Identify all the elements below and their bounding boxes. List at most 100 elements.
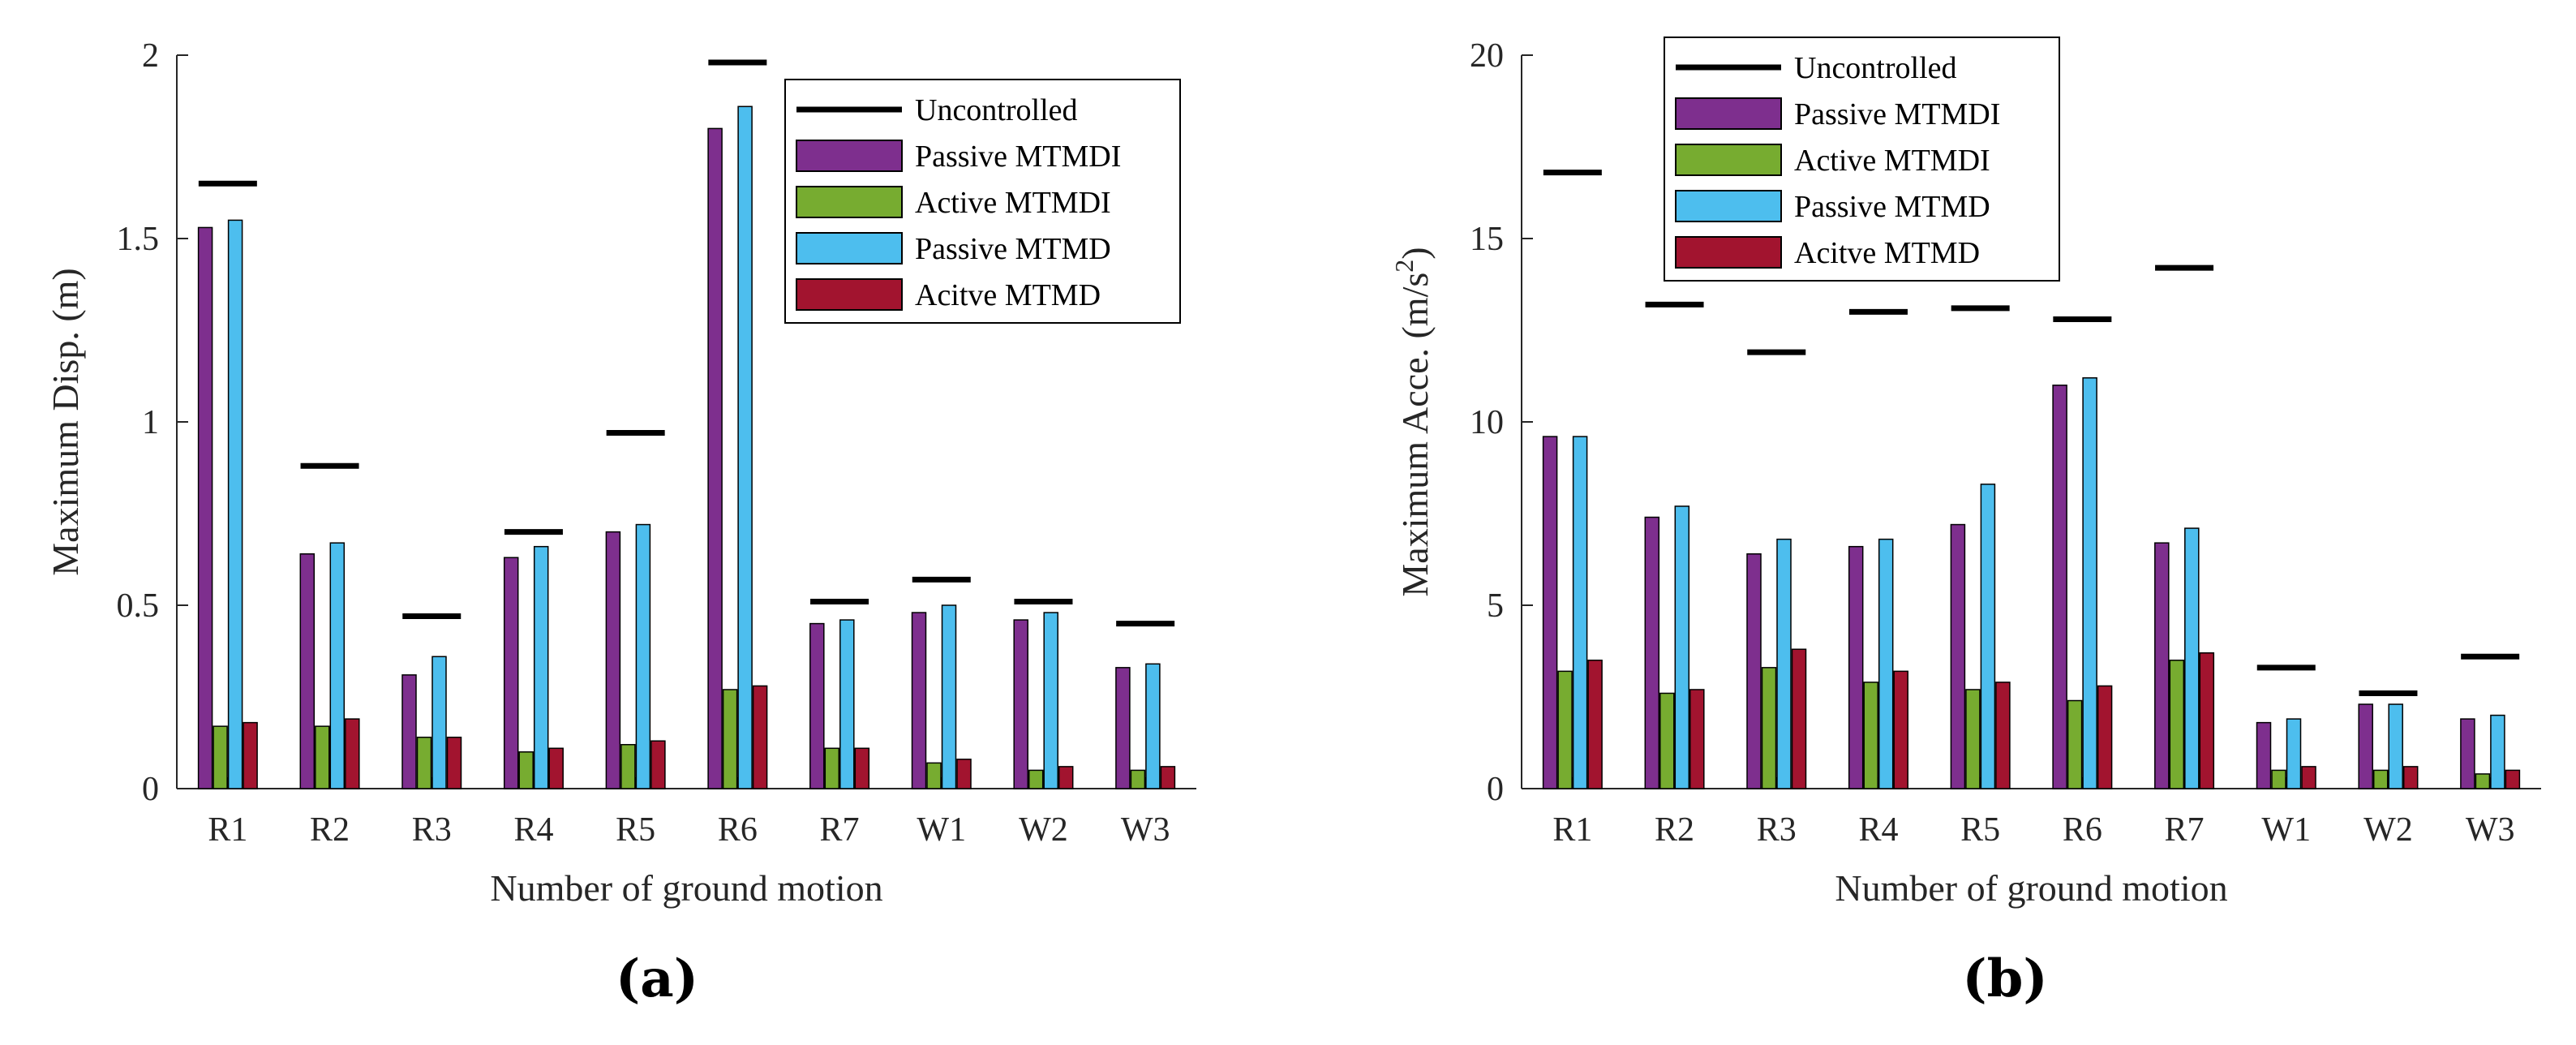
bar-active-mtmdi — [1130, 769, 1146, 789]
bar-passive-mtmdi — [2052, 385, 2067, 789]
chart-panel-a: 0 0.5 1 1.5 2 R1 R2 R3 R4 R5 R6 R7 W1 W2 W3 Number of g… — [45, 37, 1196, 909]
y-tick-label: 15 — [1470, 221, 1504, 258]
bar-passive-mtmd — [2286, 718, 2302, 789]
bar-passive-mtmd — [431, 656, 447, 789]
bar-active-mtmdi — [518, 751, 534, 789]
x-tick-label: R4 — [513, 811, 553, 849]
x-tick-label: W2 — [1019, 811, 1068, 849]
bar-acitve-mtmd — [1587, 660, 1603, 789]
x-tick-label: R2 — [310, 811, 350, 849]
x-tick-label: R7 — [820, 811, 860, 849]
bar-acitve-mtmd — [1893, 670, 1908, 789]
bar-passive-mtmd — [2388, 703, 2403, 789]
bar-passive-mtmdi — [503, 557, 519, 789]
y-tick-label: 2 — [142, 37, 159, 75]
x-tick-label: R5 — [616, 811, 655, 849]
bar-passive-mtmdi — [911, 612, 927, 789]
legend-label: Passive MTMD — [1794, 190, 1990, 224]
bar-passive-mtmd — [635, 523, 651, 789]
bar-passive-mtmdi — [1542, 436, 1558, 789]
legend: Uncontrolled Passive MTMDI Active MTMDI Pas… — [784, 79, 1181, 324]
x-tick-label: R4 — [1858, 811, 1898, 849]
bar-acitve-mtmd — [345, 718, 360, 789]
legend-label: Acitve MTMD — [915, 278, 1101, 312]
y-axis-label-text: Maximum Acce. (m/s — [1394, 273, 1436, 597]
bar-active-mtmdi — [926, 762, 942, 789]
bar-acitve-mtmd — [1689, 689, 1705, 789]
bar-passive-mtmdi — [2460, 718, 2475, 789]
bar-passive-mtmd — [1980, 484, 1996, 789]
x-axis-label: Number of ground motion — [1835, 867, 2227, 909]
x-tick-label: W3 — [2466, 811, 2515, 849]
bar-passive-mtmd — [533, 545, 549, 789]
bar-acitve-mtmd — [2301, 766, 2316, 789]
bar-acitve-mtmd — [854, 747, 870, 789]
bar-active-mtmdi — [2475, 773, 2491, 789]
legend-swatch-acitve-mtmd — [1675, 236, 1782, 269]
bar-active-mtmdi — [1028, 769, 1044, 789]
y-tick-label: 0 — [142, 771, 159, 808]
x-tick-label: R3 — [412, 811, 452, 849]
bar-passive-mtmd — [737, 105, 753, 789]
chart-panel-b: 0 5 10 15 20 R1 R2 R3 R4 R5 R6 R7 W1 W2 W3 Number of gr… — [1389, 37, 2541, 909]
legend-label: Active MTMDI — [915, 186, 1111, 220]
panel-label-a: (a) — [616, 948, 698, 1009]
y-axis-label: Maximum Disp. (m) — [45, 268, 86, 575]
bar-passive-mtmdi — [605, 531, 621, 789]
bar-active-mtmdi — [213, 725, 228, 789]
bar-active-mtmdi — [824, 747, 840, 789]
bar-active-mtmdi — [1863, 682, 1878, 789]
bar-passive-mtmd — [2184, 527, 2200, 789]
bar-passive-mtmd — [1145, 663, 1161, 789]
bar-passive-mtmdi — [1848, 545, 1864, 789]
legend-swatch-active-mtmdi — [796, 186, 903, 218]
x-tick-label: R6 — [2063, 811, 2102, 849]
x-tick-label: W1 — [917, 811, 966, 849]
bar-passive-mtmd — [1776, 538, 1792, 789]
y-tick-label: 1 — [142, 404, 159, 441]
legend-label: Passive MTMDI — [1794, 97, 2000, 131]
x-tick-label: R1 — [208, 811, 247, 849]
legend-swatch-passive-mtmd — [1675, 190, 1782, 222]
x-tick-label: R5 — [1960, 811, 2000, 849]
bar-active-mtmdi — [2271, 769, 2286, 789]
bar-passive-mtmd — [2082, 377, 2097, 789]
bar-active-mtmdi — [416, 736, 432, 789]
bar-acitve-mtmd — [752, 685, 768, 789]
bar-passive-mtmd — [227, 219, 243, 789]
bar-active-mtmdi — [1761, 667, 1777, 789]
bar-passive-mtmd — [941, 604, 957, 789]
y-tick-label: 0 — [1487, 771, 1504, 808]
legend-label: Uncontrolled — [1794, 51, 1957, 85]
bar-passive-mtmd — [1674, 505, 1690, 789]
bar-active-mtmdi — [1965, 689, 1981, 789]
x-tick-label: R6 — [718, 811, 758, 849]
bar-acitve-mtmd — [2505, 769, 2521, 789]
bar-acitve-mtmd — [1791, 648, 1807, 789]
bar-active-mtmdi — [722, 689, 738, 789]
bar-passive-mtmdi — [1950, 523, 1966, 789]
bar-acitve-mtmd — [650, 740, 666, 789]
x-tick-label: R3 — [1757, 811, 1797, 849]
legend-swatch-passive-mtmd — [796, 232, 903, 264]
bar-passive-mtmdi — [1013, 619, 1028, 789]
bar-acitve-mtmd — [243, 721, 258, 789]
legend: Uncontrolled Passive MTMDI Active MTMDI Pas… — [1664, 37, 2060, 282]
bar-passive-mtmdi — [2154, 542, 2170, 789]
y-axis-label-text: Maximum Disp. (m) — [45, 268, 86, 575]
bar-active-mtmdi — [1659, 692, 1675, 789]
y-axis-label-close: ) — [1394, 247, 1436, 259]
legend-swatch-passive-mtmdi — [1675, 97, 1782, 130]
y-tick-label: 1.5 — [117, 221, 160, 258]
bar-passive-mtmdi — [299, 553, 316, 789]
bar-acitve-mtmd — [548, 747, 564, 789]
x-tick-label: R2 — [1655, 811, 1694, 849]
bar-passive-mtmd — [1043, 612, 1058, 789]
x-tick-label: R7 — [2165, 811, 2205, 849]
bar-passive-mtmdi — [2358, 703, 2373, 789]
bar-passive-mtmd — [329, 542, 346, 789]
y-axis-label: Maximum Acce. (m/s2) — [1389, 247, 1436, 596]
x-tick-label: W2 — [2363, 811, 2413, 849]
bar-passive-mtmd — [839, 619, 855, 789]
